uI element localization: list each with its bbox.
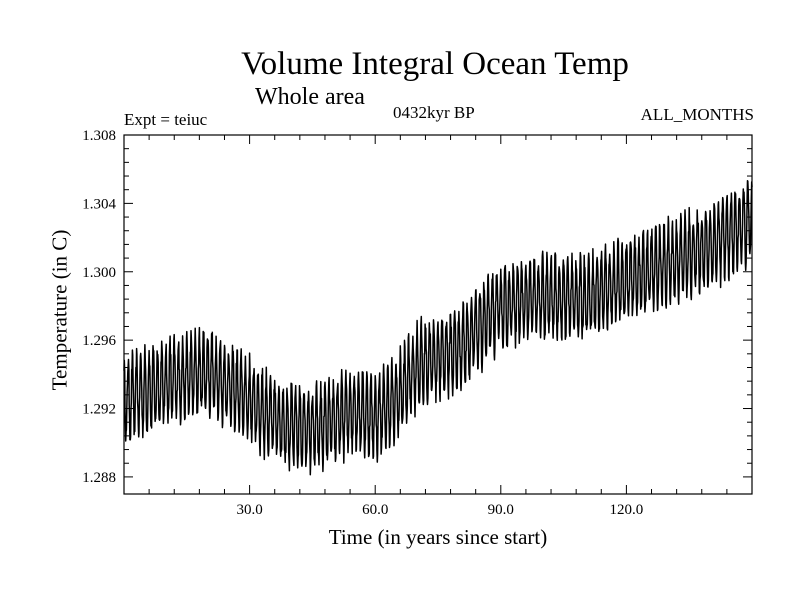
x-axis-label: Time (in years since start) bbox=[328, 525, 548, 549]
axis-ticks bbox=[124, 135, 752, 494]
y-tick-label: 1.296 bbox=[82, 333, 116, 349]
temperature-series-line bbox=[123, 179, 753, 476]
experiment-label: Expt = teiuc bbox=[124, 110, 208, 129]
period-label: 0432kyr BP bbox=[393, 103, 475, 122]
x-tick-label: 90.0 bbox=[488, 502, 514, 518]
x-tick-label: 120.0 bbox=[610, 502, 644, 518]
plot-frame bbox=[123, 134, 753, 495]
y-tick-label: 1.292 bbox=[82, 402, 116, 418]
months-label: ALL_MONTHS bbox=[640, 105, 754, 124]
chart-subtitle: Whole area bbox=[255, 84, 365, 110]
y-tick-label: 1.300 bbox=[82, 265, 116, 281]
x-tick-label: 60.0 bbox=[362, 502, 388, 518]
y-tick-label: 1.308 bbox=[82, 128, 116, 144]
chart-title: Volume Integral Ocean Temp bbox=[241, 46, 629, 82]
y-tick-label: 1.288 bbox=[82, 470, 116, 486]
x-tick-label: 30.0 bbox=[236, 502, 262, 518]
axis-tick-labels: 30.0 60.0 90.0 120.0 1.288 1.292 1.296 1.300 1.3… bbox=[82, 128, 643, 518]
y-tick-label: 1.304 bbox=[82, 196, 116, 212]
